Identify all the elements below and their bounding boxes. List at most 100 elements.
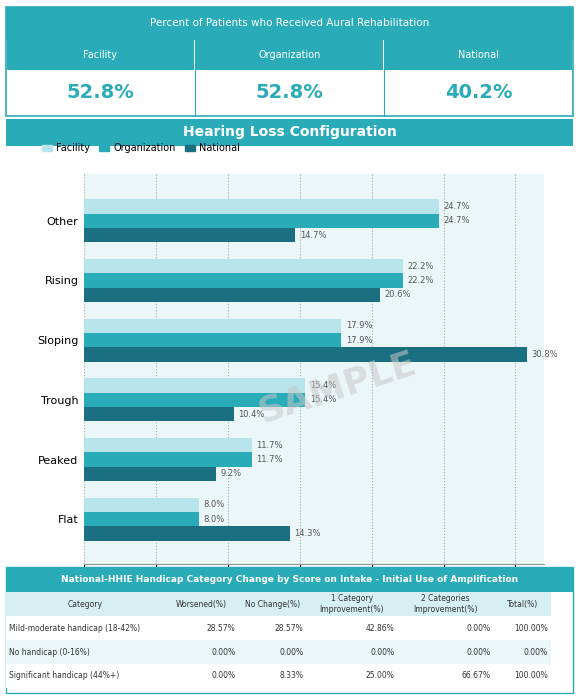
Bar bbox=[239, 616, 306, 640]
Text: Hearing Loss Configuration: Hearing Loss Configuration bbox=[182, 125, 397, 139]
Bar bbox=[494, 616, 551, 640]
Bar bbox=[164, 592, 239, 616]
Bar bbox=[84, 199, 439, 213]
Bar bbox=[306, 592, 397, 616]
Text: 24.7%: 24.7% bbox=[444, 216, 470, 225]
Bar bbox=[494, 592, 551, 616]
Bar bbox=[164, 616, 239, 640]
Bar bbox=[84, 438, 252, 452]
Text: 28.57%: 28.57% bbox=[275, 624, 304, 633]
Text: 8.0%: 8.0% bbox=[203, 514, 225, 524]
Bar bbox=[7, 40, 194, 70]
Bar bbox=[84, 273, 404, 288]
Bar bbox=[494, 640, 551, 664]
Text: 17.9%: 17.9% bbox=[346, 336, 372, 344]
Bar bbox=[84, 379, 306, 393]
Text: Worsened(%): Worsened(%) bbox=[176, 600, 227, 609]
Text: Significant handicap (44%+): Significant handicap (44%+) bbox=[9, 671, 119, 680]
Text: 0.00%: 0.00% bbox=[211, 671, 236, 680]
Text: National-HHIE Handicap Category Change by Score on Intake - Initial Use of Ampli: National-HHIE Handicap Category Change b… bbox=[61, 575, 518, 584]
Bar bbox=[306, 664, 397, 688]
Text: 0.00%: 0.00% bbox=[523, 648, 548, 657]
Bar bbox=[6, 664, 164, 688]
Bar bbox=[84, 288, 380, 302]
Text: Percent of Patients who Received Aural Rehabilitation: Percent of Patients who Received Aural R… bbox=[150, 18, 429, 28]
Text: 100.00%: 100.00% bbox=[514, 671, 548, 680]
Text: SAMPLE: SAMPLE bbox=[254, 346, 420, 430]
Text: Organization: Organization bbox=[258, 50, 321, 60]
Text: 11.7%: 11.7% bbox=[256, 455, 283, 464]
Bar bbox=[84, 393, 306, 407]
Bar bbox=[164, 664, 239, 688]
Bar bbox=[385, 40, 572, 70]
Text: 2 Categories
Improvement(%): 2 Categories Improvement(%) bbox=[413, 594, 478, 614]
Text: 9.2%: 9.2% bbox=[221, 470, 242, 478]
Bar bbox=[84, 526, 290, 541]
Text: Category: Category bbox=[68, 600, 102, 609]
Text: 25.00%: 25.00% bbox=[365, 671, 394, 680]
Text: 0.00%: 0.00% bbox=[280, 648, 304, 657]
Bar bbox=[84, 452, 252, 467]
Bar bbox=[84, 333, 342, 347]
Text: 52.8%: 52.8% bbox=[255, 83, 324, 102]
Text: Total(%): Total(%) bbox=[507, 600, 538, 609]
Bar bbox=[6, 616, 164, 640]
Bar bbox=[196, 40, 383, 70]
Bar bbox=[84, 498, 199, 512]
Text: 15.4%: 15.4% bbox=[310, 381, 336, 390]
Text: National: National bbox=[458, 50, 499, 60]
Text: Mild-moderate handicap (18-42%): Mild-moderate handicap (18-42%) bbox=[9, 624, 140, 633]
Bar bbox=[84, 214, 439, 228]
Bar bbox=[6, 7, 573, 39]
Text: 14.7%: 14.7% bbox=[300, 230, 326, 239]
Text: 100.00%: 100.00% bbox=[514, 624, 548, 633]
Bar bbox=[397, 616, 494, 640]
Bar bbox=[84, 467, 217, 481]
Text: 0.00%: 0.00% bbox=[467, 624, 491, 633]
Bar bbox=[239, 664, 306, 688]
Text: No handicap (0-16%): No handicap (0-16%) bbox=[9, 648, 90, 657]
Text: 11.7%: 11.7% bbox=[256, 441, 283, 450]
Text: 42.86%: 42.86% bbox=[366, 624, 394, 633]
Text: 1 Category
Improvement(%): 1 Category Improvement(%) bbox=[320, 594, 384, 614]
Bar bbox=[397, 664, 494, 688]
Text: Facility: Facility bbox=[83, 50, 118, 60]
Bar bbox=[6, 592, 164, 616]
Text: 17.9%: 17.9% bbox=[346, 321, 372, 330]
Bar bbox=[239, 592, 306, 616]
Bar bbox=[84, 347, 527, 362]
Bar bbox=[306, 616, 397, 640]
Text: 30.8%: 30.8% bbox=[532, 350, 558, 359]
Text: 22.2%: 22.2% bbox=[408, 262, 434, 271]
Bar bbox=[84, 259, 404, 273]
Bar bbox=[84, 228, 295, 242]
Text: 24.7%: 24.7% bbox=[444, 202, 470, 211]
Legend: Facility, Organization, National: Facility, Organization, National bbox=[38, 139, 244, 158]
Text: 10.4%: 10.4% bbox=[238, 410, 264, 419]
Bar bbox=[239, 640, 306, 664]
Text: 20.6%: 20.6% bbox=[384, 290, 411, 300]
Text: 15.4%: 15.4% bbox=[310, 395, 336, 405]
Text: 0.00%: 0.00% bbox=[371, 648, 394, 657]
Bar bbox=[306, 640, 397, 664]
Text: 0.00%: 0.00% bbox=[467, 648, 491, 657]
Text: 28.57%: 28.57% bbox=[207, 624, 236, 633]
Text: 66.67%: 66.67% bbox=[462, 671, 491, 680]
Text: 52.8%: 52.8% bbox=[67, 83, 134, 102]
Bar bbox=[494, 664, 551, 688]
Text: 8.0%: 8.0% bbox=[203, 500, 225, 510]
Bar bbox=[6, 567, 573, 592]
Text: 40.2%: 40.2% bbox=[445, 83, 512, 102]
Bar bbox=[164, 640, 239, 664]
Text: No Change(%): No Change(%) bbox=[245, 600, 300, 609]
Bar bbox=[6, 640, 164, 664]
Text: 14.3%: 14.3% bbox=[294, 529, 320, 538]
Text: 22.2%: 22.2% bbox=[408, 276, 434, 285]
Text: 0.00%: 0.00% bbox=[211, 648, 236, 657]
Bar bbox=[84, 512, 199, 526]
Bar bbox=[84, 318, 342, 333]
Bar bbox=[397, 592, 494, 616]
Bar bbox=[397, 640, 494, 664]
Bar bbox=[84, 407, 233, 421]
Text: 8.33%: 8.33% bbox=[280, 671, 304, 680]
